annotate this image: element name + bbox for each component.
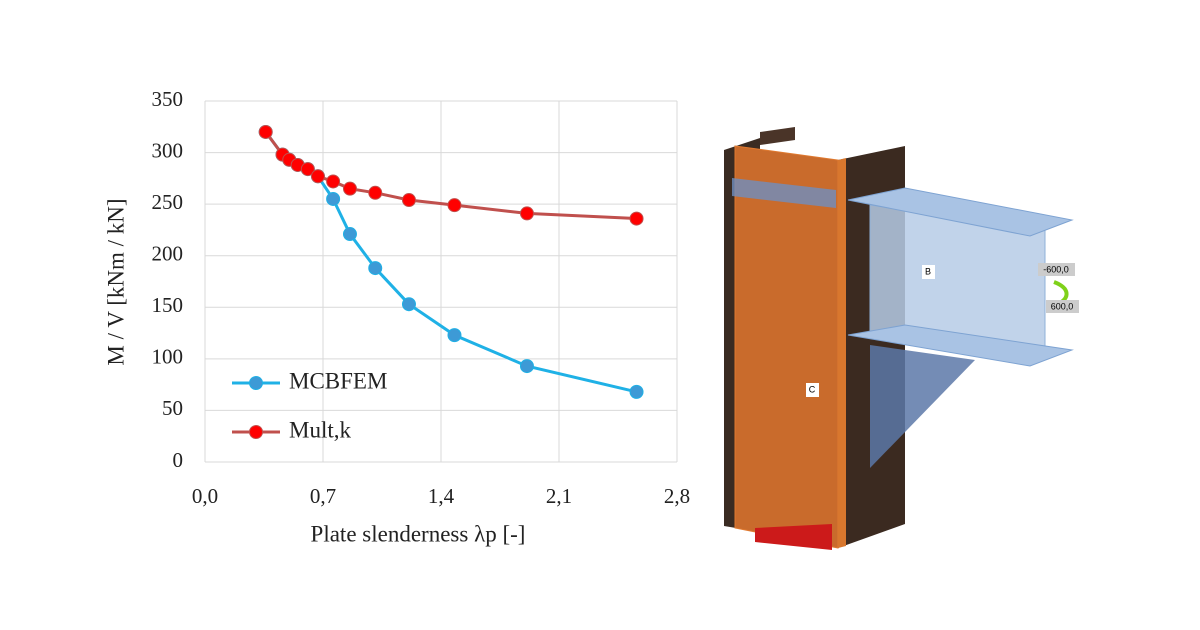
y-tick-label: 200 bbox=[152, 242, 184, 266]
data-point bbox=[368, 185, 383, 200]
data-point bbox=[447, 328, 462, 343]
data-point bbox=[368, 261, 383, 276]
legend-label: MCBFEM bbox=[289, 368, 387, 393]
legend-marker bbox=[249, 425, 263, 439]
y-axis-title: M / V [kNm / kN] bbox=[103, 198, 128, 365]
y-tick-label: 250 bbox=[152, 190, 184, 214]
beam-top-flange bbox=[847, 187, 1074, 237]
data-point bbox=[401, 297, 416, 312]
data-point bbox=[258, 124, 273, 139]
label-box bbox=[922, 265, 935, 279]
data-point bbox=[629, 384, 644, 399]
model-label: C bbox=[809, 384, 816, 394]
model-label: 600,0 bbox=[1051, 301, 1074, 311]
data-point bbox=[326, 191, 341, 206]
label-box bbox=[806, 383, 819, 397]
label-box bbox=[1046, 300, 1079, 313]
column-top bbox=[760, 127, 795, 145]
y-tick-label: 100 bbox=[152, 345, 184, 369]
y-tick-label: 350 bbox=[152, 87, 184, 111]
x-tick-label: 0,0 bbox=[192, 484, 218, 508]
column-stiffener bbox=[732, 178, 836, 208]
y-tick-label: 50 bbox=[162, 396, 183, 420]
data-point bbox=[401, 193, 416, 208]
model: B C -600,0 600,0 bbox=[724, 127, 1079, 550]
data-point bbox=[447, 198, 462, 213]
x-tick-label: 0,7 bbox=[310, 484, 336, 508]
data-point bbox=[519, 206, 534, 221]
y-tick-label: 0 bbox=[173, 448, 184, 472]
data-point bbox=[629, 211, 644, 226]
data-point bbox=[326, 174, 341, 189]
beam-bottom-flange bbox=[847, 324, 1074, 367]
data-point bbox=[310, 169, 325, 184]
x-tick-label: 2,8 bbox=[664, 484, 690, 508]
y-tick-label: 150 bbox=[152, 293, 184, 317]
legend-label: Mult,k bbox=[289, 417, 351, 442]
data-point bbox=[519, 359, 534, 374]
label-box bbox=[1038, 263, 1075, 276]
data-point bbox=[342, 227, 357, 242]
model-label: -600,0 bbox=[1043, 264, 1069, 274]
x-axis-title: Plate slenderness λp [-] bbox=[311, 521, 526, 546]
model-label: B bbox=[925, 266, 931, 276]
flange-edge bbox=[838, 158, 846, 548]
x-tick-label: 2,1 bbox=[546, 484, 572, 508]
legend-marker bbox=[249, 376, 263, 390]
base-plate bbox=[755, 524, 832, 550]
y-tick-label: 300 bbox=[152, 138, 184, 162]
x-tick-label: 1,4 bbox=[428, 484, 455, 508]
data-point bbox=[342, 181, 357, 196]
beam-stiffener bbox=[870, 345, 975, 468]
data-point bbox=[300, 162, 315, 177]
